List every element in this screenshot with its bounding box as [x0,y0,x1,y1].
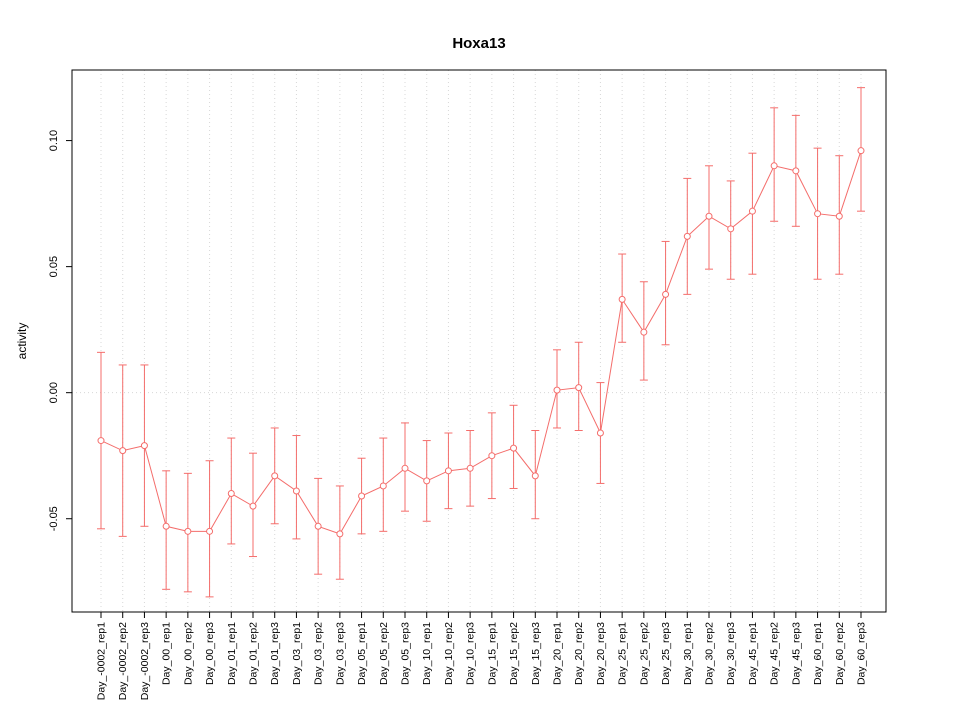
data-point [640,328,648,336]
data-point [857,147,865,155]
axis-layer: -0.05 0.00 0.05 0.10 Day_-0002_rep1 Day_-0002… [48,69,887,700]
data-point [184,527,192,535]
x-tick-label: Day_45_rep1 [747,622,759,685]
chart-title: Hoxa13 [452,35,505,52]
x-tick-label: Day_10_rep2 [443,622,455,685]
x-tick-label: Day_-0002_rep3 [139,622,151,700]
x-tick-label: Day_45_rep2 [769,622,781,685]
data-point [358,492,366,500]
x-tick-label: Day_60_rep3 [856,622,868,685]
x-tick-label: Day_25_rep3 [660,622,672,685]
x-tick-label: Day_00_rep1 [161,622,173,685]
data-point [705,212,713,220]
x-tick-label: Day_20_rep2 [573,622,585,685]
data-point [596,429,604,437]
data-point [770,162,778,170]
x-tick-label: Day_30_rep1 [682,622,694,685]
data-point [553,386,561,394]
data-point [792,167,800,175]
data-point [444,467,452,475]
x-tick-label: Day_00_rep3 [204,622,216,685]
data-point [314,522,322,530]
y-tick-label: -0.05 [48,506,60,531]
y-axis-label: activity [15,323,29,360]
data-point [727,225,735,233]
series-line [100,150,862,535]
data-point [683,232,691,240]
data-point [292,487,300,495]
x-tick-label: Day_00_rep2 [182,622,194,685]
x-tick-label: Day_01_rep2 [248,622,260,685]
x-tick-label: Day_60_rep1 [812,622,824,685]
x-tick-label: Day_30_rep2 [704,622,716,685]
plot-border [71,69,887,613]
x-tick-label: Day_30_rep3 [725,622,737,685]
data-point [227,490,235,498]
y-tick-label: 0.10 [48,130,60,151]
series-layer [97,87,865,598]
x-tick-label: Day_15_rep2 [508,622,520,685]
x-tick-label: Day_05_rep3 [400,622,412,685]
data-point [835,212,843,220]
data-point [140,442,148,450]
x-tick-label: Day_05_rep2 [378,622,390,685]
x-tick-label: Day_01_rep1 [226,622,238,685]
data-point [379,482,387,490]
x-tick-label: Day_25_rep2 [638,622,650,685]
x-tick-label: Day_20_rep3 [595,622,607,685]
data-point [401,464,409,472]
data-point [748,207,756,215]
x-tick-label: Day_-0002_rep2 [117,622,129,700]
data-point [249,502,257,510]
x-tick-label: Day_25_rep1 [617,622,629,685]
data-point [618,295,626,303]
data-point [531,472,539,480]
y-tick-label: 0.05 [48,256,60,277]
x-tick-label: Day_03_rep2 [313,622,325,685]
x-tick-label: Day_60_rep2 [834,622,846,685]
data-point [575,384,583,392]
x-tick-label: Day_10_rep3 [465,622,477,685]
x-tick-label: Day_01_rep3 [269,622,281,685]
data-point [423,477,431,485]
data-point [336,530,344,538]
data-point [119,447,127,455]
data-point [488,452,496,460]
x-tick-label: Day_10_rep1 [421,622,433,685]
data-point [814,210,822,218]
x-tick-label: Day_45_rep3 [790,622,802,685]
x-tick-label: Day_03_rep3 [334,622,346,685]
data-point [271,472,279,480]
x-tick-label: Day_-0002_rep1 [96,622,108,700]
y-tick-label: 0.00 [48,382,60,403]
data-point [162,522,170,530]
data-point [466,464,474,472]
x-tick-label: Day_15_rep1 [486,622,498,685]
x-tick-label: Day_05_rep1 [356,622,368,685]
data-point [97,437,105,445]
data-point [206,527,214,535]
data-point [662,290,670,298]
x-tick-label: Day_15_rep3 [530,622,542,685]
grid-layer [72,70,886,612]
data-point [510,444,518,452]
x-tick-label: Day_03_rep1 [291,622,303,685]
x-tick-label: Day_20_rep1 [552,622,564,685]
